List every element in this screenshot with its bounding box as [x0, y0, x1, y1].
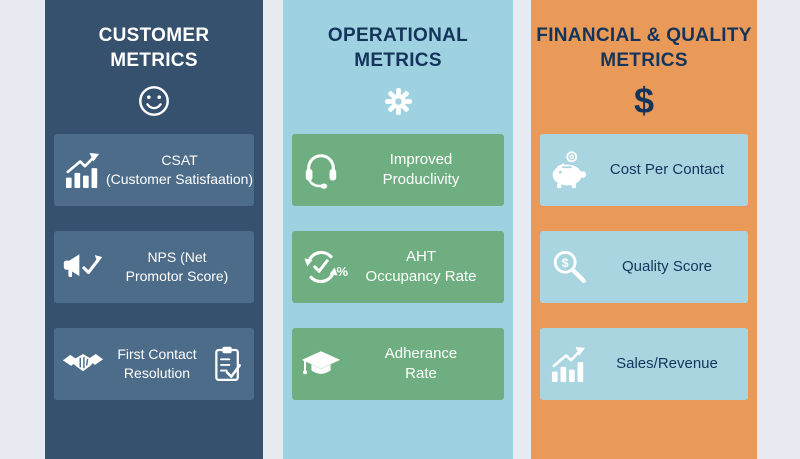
card-label: Cost Per Contact	[592, 160, 742, 180]
dollar-glyph: $	[633, 80, 655, 121]
card-adherence-rate: Adherance Rate	[292, 328, 504, 400]
headset-icon	[298, 150, 344, 190]
title-line: METRICS	[110, 50, 198, 71]
smiley-face-icon	[45, 78, 263, 124]
card-nps: NPS (Net Promotor Score)	[54, 231, 254, 303]
magnifier-dollar-icon: $	[546, 249, 592, 285]
card-label: NPS (Net Promotor Score)	[106, 248, 248, 286]
card-label-line: First Contact	[117, 346, 197, 362]
piggy-bank-icon	[546, 150, 592, 190]
percent-symbol: %	[336, 264, 348, 279]
card-sales-revenue: Sales/Revenue	[540, 328, 748, 400]
operational-metrics-column: OPERATIONAL METRICS	[283, 0, 513, 459]
card-label: Adherance Rate	[344, 344, 498, 384]
card-label-line: Produclivity	[382, 171, 460, 188]
card-label: CSAT (Customer Satisfaation)	[106, 151, 253, 189]
card-improved-productivity: Improved Produclivity	[292, 134, 504, 206]
customer-metrics-column: CUSTOMER METRICS	[45, 0, 263, 459]
title-line: CUSTOMER	[98, 25, 210, 46]
dollar-sign-icon: $	[531, 78, 757, 124]
card-label: AHT Occupancy Rate	[344, 247, 498, 287]
card-label: Sales/Revenue	[592, 354, 742, 374]
card-aht-occupancy: % AHT Occupancy Rate	[292, 231, 504, 303]
dollar-glyph: $	[562, 256, 569, 270]
card-quality-score: $ Quality Score	[540, 231, 748, 303]
title-line: METRICS	[600, 50, 688, 71]
card-label-line: Quality Score	[621, 258, 713, 275]
clipboard-check-icon	[208, 345, 248, 383]
customer-metrics-title: CUSTOMER METRICS	[45, 23, 263, 73]
financial-quality-metrics-title: FINANCIAL & QUALITY METRICS	[531, 23, 757, 73]
refresh-check-icon: %	[298, 250, 348, 284]
card-label: First Contact Resolution	[106, 345, 208, 383]
title-line: METRICS	[354, 50, 442, 71]
card-label-line: Promotor Score)	[125, 268, 229, 284]
title-line: FINANCIAL & QUALITY	[536, 25, 752, 46]
bar-chart-growth-icon	[546, 346, 592, 382]
card-label-line: Sales/Revenue	[616, 355, 718, 372]
card-label-line: Occupancy Rate	[365, 268, 477, 285]
card-label-line: AHT	[406, 248, 436, 265]
bar-chart-growth-icon	[60, 152, 106, 188]
card-label-line: CSAT	[161, 152, 198, 168]
card-label-line: Improved	[389, 151, 453, 168]
card-label-line: NPS (Net	[147, 249, 207, 265]
card-label-line: (Customer Satisfaation)	[106, 171, 254, 187]
handshake-icon	[60, 351, 106, 377]
gear-icon	[283, 78, 513, 124]
operational-metrics-title: OPERATIONAL METRICS	[283, 23, 513, 73]
card-label-line: Adherance	[384, 345, 458, 362]
card-label-line: Cost Per Contact	[609, 161, 725, 178]
megaphone-check-icon	[60, 253, 106, 281]
title-line: OPERATIONAL	[327, 25, 469, 46]
customer-cards: CSAT (Customer Satisfaation) NPS (Net Pr…	[45, 124, 263, 400]
financial-quality-metrics-column: FINANCIAL & QUALITY METRICS $	[531, 0, 757, 459]
card-first-contact-resolution: First Contact Resolution	[54, 328, 254, 400]
card-csat: CSAT (Customer Satisfaation)	[54, 134, 254, 206]
graduation-cap-icon	[298, 350, 344, 378]
financial-cards: Cost Per Contact $ Quality Score	[531, 124, 757, 400]
card-label: Quality Score	[592, 257, 742, 277]
operational-cards: Improved Produclivity % AHT Occupancy Ra…	[283, 124, 513, 400]
card-label-line: Rate	[405, 365, 437, 382]
card-label-line: Resolution	[123, 365, 191, 381]
card-label: Improved Produclivity	[344, 150, 498, 190]
card-cost-per-contact: Cost Per Contact	[540, 134, 748, 206]
